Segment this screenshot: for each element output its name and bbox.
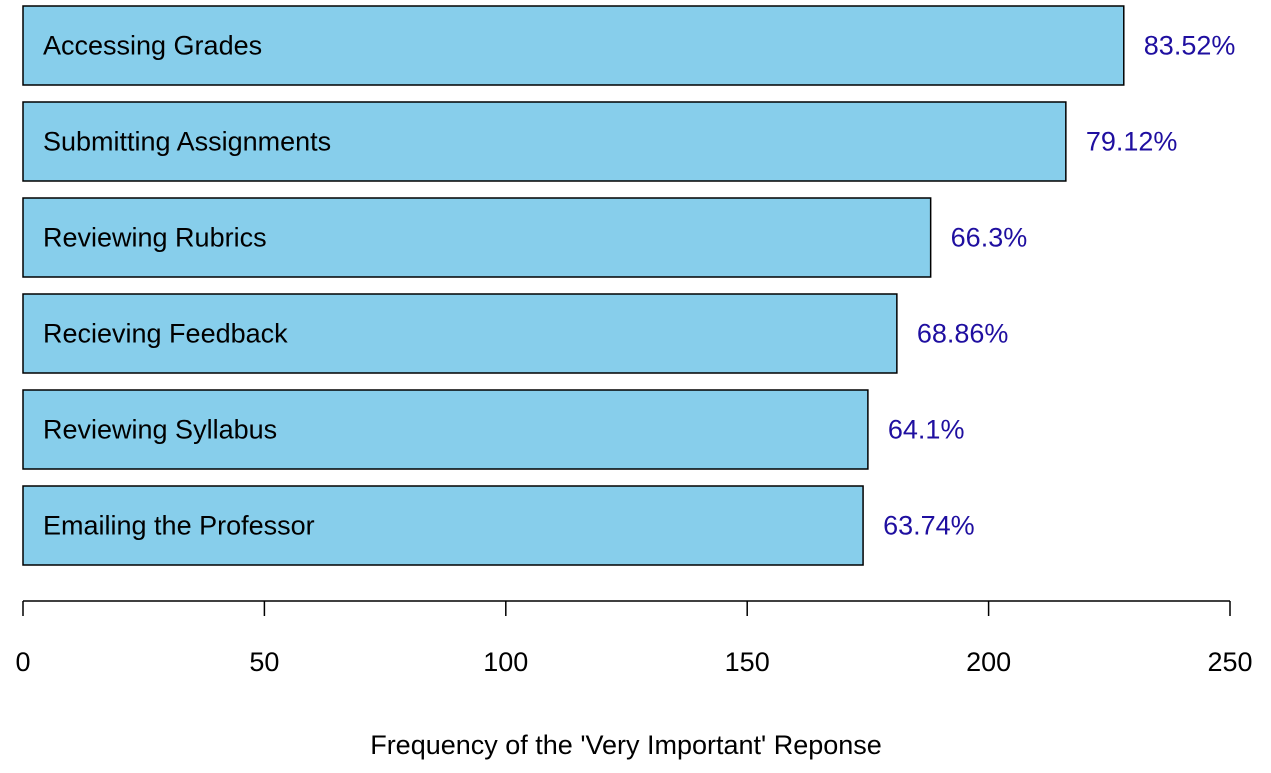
x-tick-label: 150: [725, 647, 770, 677]
category-label: Reviewing Syllabus: [43, 415, 277, 445]
bar: [22, 197, 932, 278]
bar: [22, 389, 869, 470]
bar: [22, 101, 1067, 182]
bar-annotation: 64.1%: [888, 415, 965, 445]
x-tick-label: 100: [483, 647, 528, 677]
category-label: Recieving Feedback: [43, 319, 288, 349]
category-label: Submitting Assignments: [43, 127, 331, 157]
category-label: Accessing Grades: [43, 31, 262, 61]
bar-annotation: 79.12%: [1086, 127, 1178, 157]
bar-annotation: 83.52%: [1144, 31, 1236, 61]
x-tick-label: 250: [1207, 647, 1252, 677]
category-label: Emailing the Professor: [43, 511, 315, 541]
bar-annotation: 63.74%: [883, 511, 975, 541]
bar: [22, 485, 864, 566]
category-label: Reviewing Rubrics: [43, 223, 267, 253]
x-tick-label: 0: [15, 647, 30, 677]
bar: [22, 293, 898, 374]
bar-annotation: 68.86%: [917, 319, 1009, 349]
bar: [22, 5, 1125, 86]
bar-annotation: 66.3%: [951, 223, 1028, 253]
x-axis-title: Frequency of the 'Very Important' Repons…: [370, 730, 882, 760]
x-tick-label: 200: [966, 647, 1011, 677]
x-tick-label: 50: [249, 647, 279, 677]
